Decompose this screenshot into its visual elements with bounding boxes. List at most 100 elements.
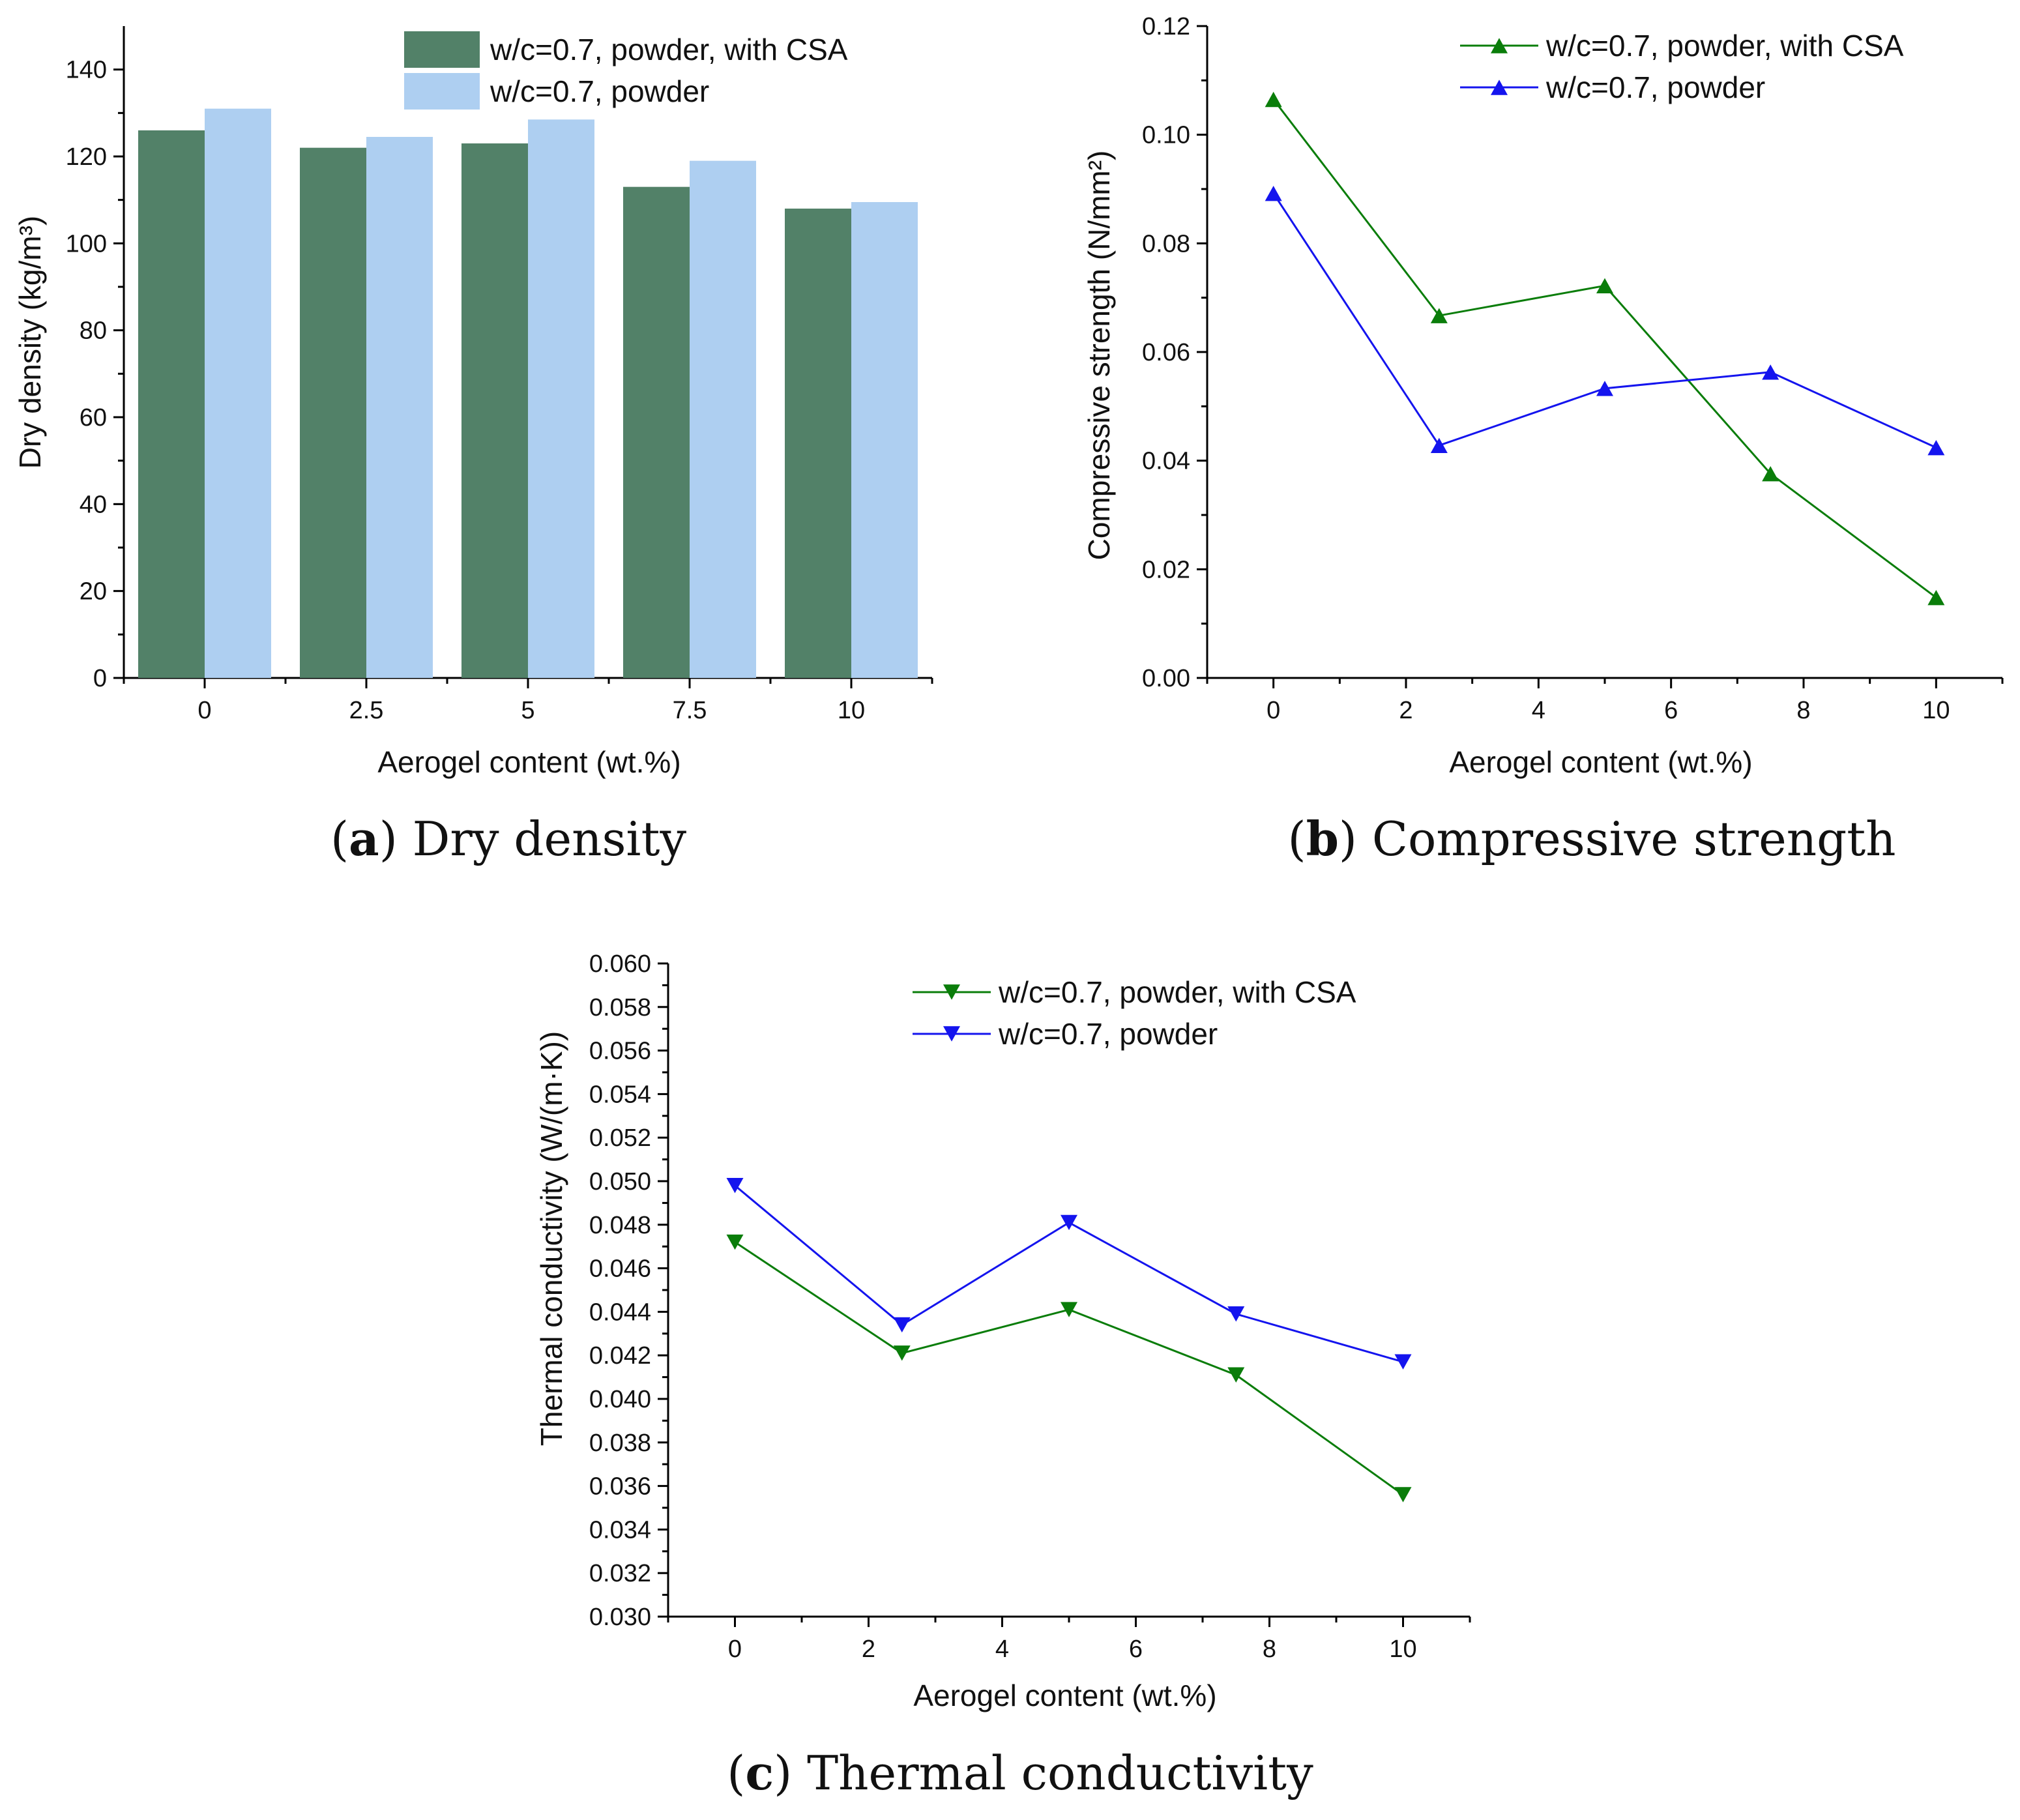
panel-b-point-csa	[1927, 589, 1945, 606]
panel-c-xtick-label: 8	[1263, 1636, 1276, 1663]
panel-b-legend-marker-1	[1491, 80, 1508, 95]
panel-b-point-csa	[1762, 465, 1779, 482]
panel-a-ytick-label: 140	[66, 57, 107, 84]
panel-b-line-powder	[1272, 192, 1937, 449]
panel-b-xtick-label: 8	[1796, 697, 1810, 724]
panel-b-ylabel: Compressive strength (N/mm²)	[1082, 151, 1116, 561]
panel-c-plot: 0.030 0.032 0.034 0.036 0.038 0.040 0.042 0.044…	[589, 950, 1471, 1663]
panel-a-bar-csa	[785, 209, 851, 678]
panel-c-ytick-label: 0.038	[589, 1430, 651, 1457]
panel-c-point-powder	[1394, 1354, 1412, 1370]
panel-b-line-csa	[1272, 98, 1937, 598]
panel-c-ytick-label: 0.034	[589, 1516, 651, 1544]
panel-a-ylabel: Dry density (kg/m³)	[13, 216, 47, 469]
panel-c-point-powder	[893, 1317, 911, 1333]
panel-a-xtick-label: 7.5	[673, 697, 707, 724]
panel-c-ylabel: Thermal conductivity (W/(m·K))	[534, 1031, 568, 1446]
panel-a-xtick-label: 5	[521, 697, 534, 724]
panel-a-plot: 0 20 40 60 80 100 120 140 0 2.5 5 7.5 10 w/c=0.7, pow…	[66, 26, 933, 724]
panel-a-legend-label-0: w/c=0.7, powder, with CSA	[490, 33, 848, 66]
panel-b-xtick-label: 6	[1664, 697, 1678, 724]
panel-a-legend-swatch-0	[404, 31, 480, 68]
panel-a-bar-csa	[461, 143, 528, 678]
panel-c-point-powder	[726, 1177, 744, 1194]
panel-c-ytick-label: 0.052	[589, 1124, 651, 1152]
panel-a-caption: (a) Dry density	[330, 811, 686, 866]
panel-b-ytick-label: 0.04	[1142, 448, 1190, 475]
panel-c-caption-letter: c	[745, 1745, 774, 1800]
panel-c-caption: (c) Thermal conductivity	[727, 1745, 1313, 1800]
panel-c-caption-text: Thermal conductivity	[792, 1746, 1313, 1800]
panel-b-caption: (b) Compressive strength	[1287, 811, 1896, 866]
panel-c-point-csa	[1394, 1487, 1412, 1503]
panel-a-ytick-label: 80	[80, 317, 107, 345]
panel-c-ytick-label: 0.058	[589, 994, 651, 1021]
panel-a-xtick-label: 2.5	[349, 697, 384, 724]
panel-b-point-powder	[1596, 381, 1613, 396]
panel-b-ytick-label: 0.10	[1142, 122, 1190, 149]
panel-b-point-powder	[1430, 437, 1448, 454]
panel-c-legend-label-0: w/c=0.7, powder, with CSA	[998, 975, 1356, 1009]
panel-c-ytick-label: 0.040	[589, 1386, 651, 1413]
panel-c-ytick-label: 0.042	[589, 1342, 651, 1370]
panel-a-xtick-label: 10	[838, 697, 865, 724]
panel-a-legend-swatch-1	[404, 73, 480, 110]
panel-a-xtick-label: 0	[198, 697, 211, 724]
panel-a-ytick-label: 60	[80, 404, 107, 432]
panel-c-xtick-label: 10	[1389, 1636, 1416, 1663]
panel-c-ytick-label: 0.056	[589, 1038, 651, 1065]
panel-c-ytick-label: 0.044	[589, 1299, 651, 1326]
panel-c-ytick-label: 0.032	[589, 1560, 651, 1587]
panel-c-point-csa	[893, 1345, 911, 1361]
panel-a-bar-powder	[366, 137, 433, 678]
panel-c-ytick-label: 0.060	[589, 950, 651, 978]
panel-c-line-powder	[734, 1184, 1403, 1363]
panel-c-xtick-label: 2	[862, 1636, 875, 1663]
panel-c-point-csa	[726, 1234, 744, 1250]
panel-b-xtick-label: 10	[1922, 697, 1950, 724]
panel-a-xlabel: Aerogel content (wt.%)	[377, 745, 681, 779]
panel-b-legend-marker-0	[1491, 38, 1508, 53]
panel-c-ytick-label: 0.046	[589, 1255, 651, 1283]
panel-b-ytick-label: 0.08	[1142, 230, 1190, 257]
panel-a-ytick-label: 20	[80, 578, 107, 606]
panel-c-legend-marker-1	[943, 1026, 960, 1042]
panel-c-ytick-label: 0.036	[589, 1473, 651, 1501]
panel-c-point-csa	[1061, 1302, 1077, 1317]
panel-a-bar-powder	[851, 202, 918, 678]
panel-b-caption-letter: b	[1306, 811, 1339, 866]
panel-a-bar-csa	[300, 147, 366, 678]
panel-c-legend-marker-0	[943, 984, 960, 1000]
panel-b-ytick-label: 0.06	[1142, 339, 1190, 366]
panel-b-point-csa	[1596, 278, 1613, 294]
panel-a-ytick-label: 120	[66, 143, 107, 171]
panel-c-xtick-label: 4	[995, 1636, 1009, 1663]
panel-a-ytick-label: 100	[66, 230, 107, 257]
panel-b-point-powder	[1927, 439, 1945, 456]
panel-a-caption-text: Dry density	[398, 812, 687, 866]
panel-c-ytick-label: 0.054	[589, 1081, 651, 1108]
panel-a-caption-letter: a	[349, 811, 379, 866]
panel-c-thermal-conductivity: 0.030 0.032 0.034 0.036 0.038 0.040 0.042 0.044…	[534, 950, 1471, 1800]
panel-c-xtick-label: 6	[1129, 1636, 1143, 1663]
panel-b-compressive-strength: 0.00 0.02 0.04 0.06 0.08 0.10 0.12 0 2 4 6 8 10 w/c=0…	[1082, 13, 2004, 866]
panel-a-ytick-label: 0	[93, 665, 107, 692]
panel-c-ytick-label: 0.030	[589, 1604, 651, 1631]
panel-b-caption-text: Compressive strength	[1357, 812, 1896, 866]
panel-c-legend-label-1: w/c=0.7, powder	[998, 1017, 1218, 1051]
panel-c-xlabel: Aerogel content (wt.%)	[913, 1679, 1216, 1712]
panel-b-ytick-label: 0.12	[1142, 13, 1190, 40]
panel-a-bar-csa	[138, 130, 205, 678]
panel-c-line-csa	[734, 1241, 1404, 1496]
panel-b-plot: 0.00 0.02 0.04 0.06 0.08 0.10 0.12 0 2 4 6 8 10 w/c=0…	[1142, 13, 2004, 724]
panel-b-point-csa	[1265, 91, 1282, 108]
panel-c-ytick-label: 0.050	[589, 1168, 651, 1196]
panel-a-dry-density: 0 20 40 60 80 100 120 140 0 2.5 5 7.5 10 w/c=0.7, pow…	[13, 26, 933, 866]
panel-a-bar-powder	[690, 160, 756, 678]
panel-c-point-csa	[1227, 1367, 1245, 1383]
panel-b-point-powder	[1762, 364, 1779, 380]
panel-a-bar-powder	[528, 119, 594, 679]
panel-a-bar-csa	[623, 186, 690, 679]
panel-a-ytick-label: 40	[80, 491, 107, 518]
